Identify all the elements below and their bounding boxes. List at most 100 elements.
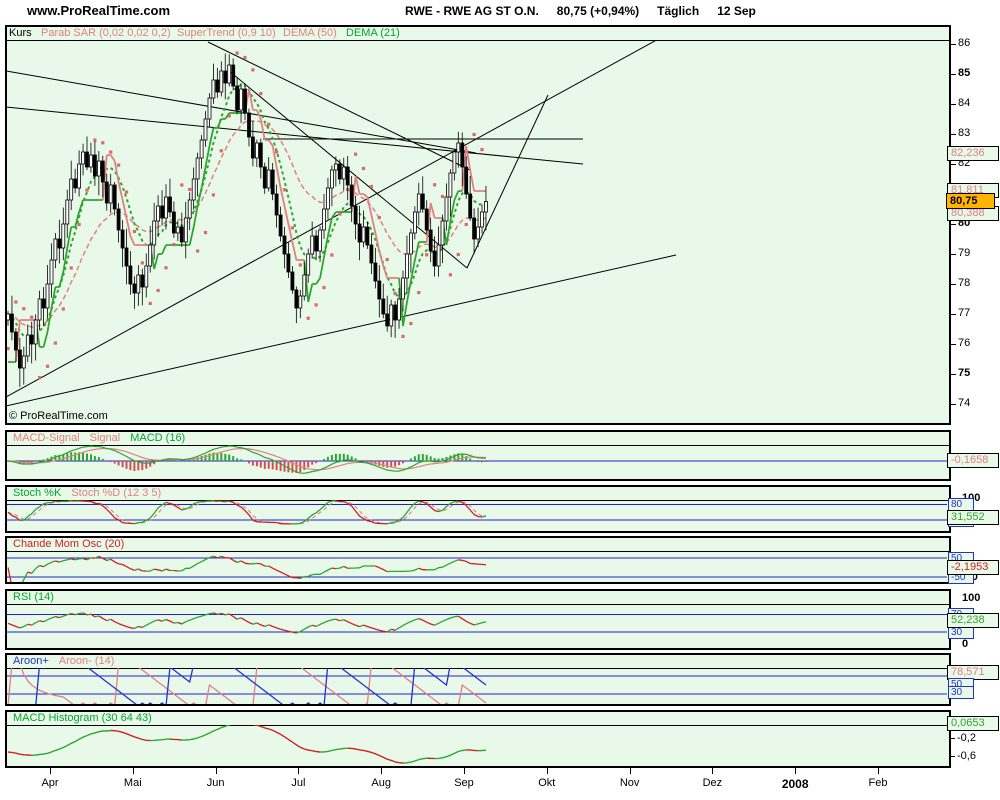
panel-stoch-canvas[interactable] [7, 500, 947, 531]
panel-macdh-canvas[interactable] [7, 725, 947, 766]
x-label-Mai: Mai [123, 777, 142, 789]
x-tick [712, 766, 714, 774]
x-tick [50, 766, 51, 774]
panel-aroon-label-0: Aroon+ [13, 655, 49, 667]
chart-title: RWE - RWE AG ST O.N. 80,75 (+0,94%) Täglic… [405, 4, 774, 18]
panel-rsi-value-bold: 100 [962, 592, 981, 604]
x-label-Dez: Dez [702, 777, 723, 789]
panel-rsi-value-box: 52,238 [947, 613, 999, 628]
panel-rsi-label-0: RSI (14) [13, 591, 54, 603]
panel-macdh-label: MACD Histogram (30 64 43) [7, 712, 949, 726]
y-tick [950, 74, 956, 75]
panel-aroon-canvas[interactable] [7, 668, 947, 704]
panel-rsi-value-bold: 0 [962, 638, 969, 650]
price-legend: Kurs Parab SAR (0,02 0,02 0,2) SuperTrend … [7, 27, 949, 41]
main-chart-canvas[interactable] [7, 41, 947, 422]
panel-aroon-label-1: Aroon- (14) [58, 655, 115, 667]
panel-rsi-canvas[interactable] [7, 604, 947, 648]
title-part-1: 80,75 (+0,94%) [556, 4, 640, 18]
site-link[interactable]: www.ProRealTime.com [27, 3, 171, 18]
y-tick-label: 74 [958, 397, 971, 409]
parab-sar-dots [7, 51, 484, 380]
panel-cmo-label-0: Chande Mom Osc (20) [13, 538, 125, 550]
y-tick [950, 404, 956, 405]
legend-item-3[interactable]: DEMA (50) [283, 27, 337, 39]
panel-stoch[interactable]: Stoch %K Stoch %D (12 3 5) [5, 485, 951, 533]
last-price-label: 80,75 [946, 193, 995, 209]
panel-macdh-value-tick: -0,6 [957, 750, 976, 762]
y-tick-label: 77 [958, 307, 971, 319]
x-label-Jul: Jul [291, 777, 306, 789]
x-label-Aug: Aug [371, 777, 391, 789]
panel-cmo-canvas[interactable] [7, 551, 947, 582]
panel-tick [950, 756, 955, 757]
y-tick-label: 83 [958, 127, 971, 139]
panel-tick [950, 738, 955, 739]
panel-aroon-value-blue: 30 [948, 686, 974, 699]
panel-stoch-label-1: Stoch %D (12 3 5) [71, 487, 162, 499]
y-tick [950, 284, 956, 285]
title-part-0: RWE - RWE AG ST O.N. [405, 4, 539, 18]
panel-macd-label-2: MACD (16) [130, 432, 186, 444]
panel-macd[interactable]: MACD-Signal Signal MACD (16) [5, 430, 951, 481]
panel-macdh[interactable]: MACD Histogram (30 64 43) [5, 710, 951, 768]
legend-item-4[interactable]: DEMA (21) [346, 27, 400, 39]
legend-item-1[interactable]: Parab SAR (0,02 0,02 0,2) [41, 27, 171, 39]
panel-rsi-label: RSI (14) [7, 591, 949, 605]
panel-macd-label-0: MACD-Signal [13, 432, 80, 444]
copyright: © ProRealTime.com [9, 410, 108, 422]
panel-macd-label-1: Signal [89, 432, 121, 444]
legend-item-0[interactable]: Kurs [9, 27, 32, 39]
panel-macd-value-box: -0,1658 [947, 453, 999, 468]
x-tick [381, 766, 383, 774]
y-tick [950, 314, 956, 315]
panel-stoch-label: Stoch %K Stoch %D (12 3 5) [7, 487, 949, 501]
y-tick [950, 374, 956, 375]
panel-macd-canvas[interactable] [7, 445, 947, 479]
panel-macdh-label-0: MACD Histogram (30 64 43) [13, 712, 152, 724]
panel-cmo-label: Chande Mom Osc (20) [7, 538, 949, 552]
title-part-3: 12 Sep [717, 4, 756, 18]
x-label-Okt: Okt [538, 777, 556, 789]
y-tick [950, 344, 956, 345]
y-tick-label: 75 [958, 367, 971, 379]
x-tick [298, 766, 300, 774]
x-tick [464, 766, 465, 774]
y-tick-label: 78 [958, 277, 971, 289]
x-label-Apr: Apr [41, 777, 59, 789]
y-tick [950, 254, 956, 255]
legend-item-2[interactable]: SuperTrend (0,9 10) [177, 27, 276, 39]
panel-rsi-value-blue: 30 [948, 626, 974, 639]
y-tick [950, 44, 956, 45]
x-tick [215, 766, 217, 774]
x-tick [132, 766, 134, 774]
x-tick [546, 766, 548, 774]
title-part-2: Täglich [657, 4, 700, 18]
y-tick-label: 76 [958, 337, 971, 349]
panel-cmo[interactable]: Chande Mom Osc (20) [5, 536, 951, 584]
x-tick [795, 766, 797, 774]
candles [7, 53, 488, 387]
y-tick-label: 85 [958, 67, 971, 79]
panel-aroon-label: Aroon+ Aroon- (14) [7, 655, 949, 669]
panel-rsi[interactable]: RSI (14) [5, 589, 951, 650]
y-tick [950, 224, 956, 225]
x-label-Nov: Nov [619, 777, 640, 789]
panel-macd-label: MACD-Signal Signal MACD (16) [7, 432, 949, 446]
panel-stoch-value-box: 31,552 [947, 510, 999, 525]
y-tick [950, 164, 956, 165]
y-tick-label: 86 [958, 37, 971, 49]
price-label: 82,236 [947, 146, 999, 161]
panel-macdh-value-tick: -0,2 [957, 732, 976, 744]
y-tick-label: 84 [958, 97, 971, 109]
panel-macdh-value-box: 0,0653 [947, 716, 999, 731]
price-panel[interactable]: Kurs Parab SAR (0,02 0,02 0,2) SuperTrend … [5, 25, 951, 425]
panel-stoch-label-0: Stoch %K [13, 487, 62, 499]
x-tick [629, 766, 631, 774]
x-tick [878, 766, 879, 774]
x-label-Sep: Sep [454, 777, 474, 789]
x-label-2008: 2008 [781, 777, 809, 791]
panel-cmo-value-box: -2,1953 [947, 560, 999, 575]
y-tick-label: 79 [958, 247, 971, 259]
